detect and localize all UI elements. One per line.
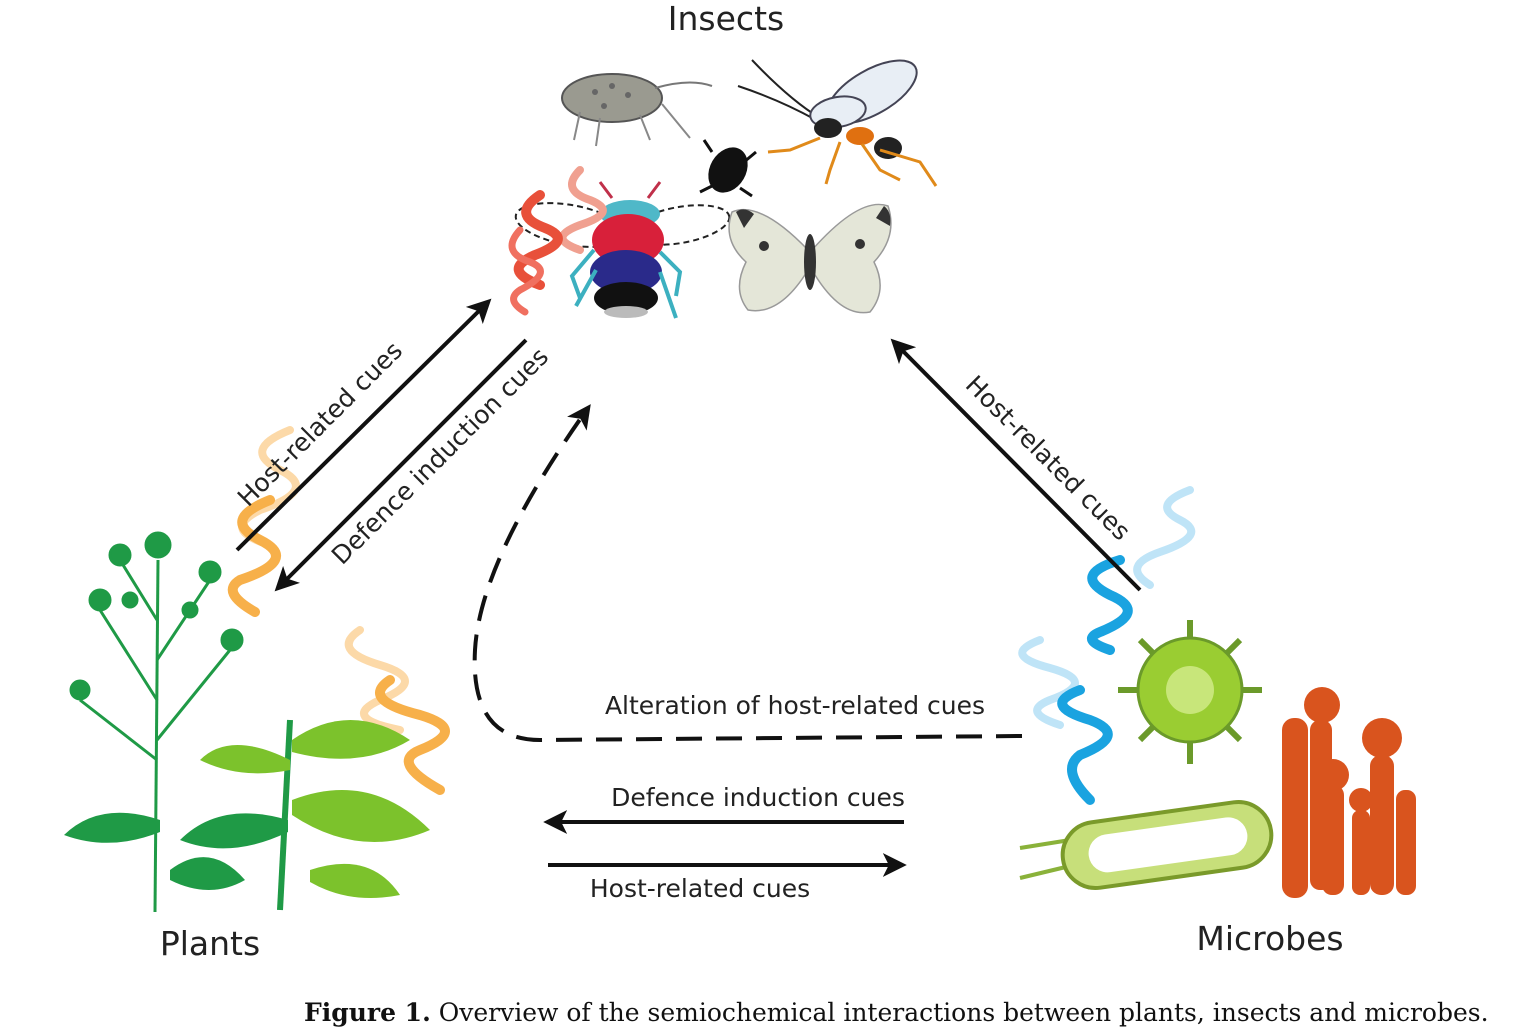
- edge-label-microbes-to-plants: Defence induction cues: [611, 783, 905, 812]
- edge-label-alteration: Alteration of host-related cues: [605, 691, 985, 720]
- microbe-volatiles: [1018, 486, 1196, 805]
- insect-volatiles: [508, 166, 607, 316]
- beetle-icon: [699, 139, 757, 198]
- figure-caption: Figure 1. Overview of the semiochemical …: [304, 998, 1489, 1027]
- herb-plant-icon: [69, 531, 244, 913]
- plants-illustration: [64, 531, 430, 913]
- aphid-icon: [561, 73, 713, 147]
- figure-caption-label: Figure 1.: [304, 998, 431, 1027]
- broadleaf-plant-icon: [64, 719, 430, 911]
- node-label-plants: Plants: [160, 924, 260, 963]
- virus-icon: [1118, 620, 1262, 764]
- arrow-alteration-dashed: [472, 404, 1023, 743]
- node-label-insects: Insects: [668, 0, 784, 38]
- bacterium-icon: [1019, 799, 1274, 891]
- edge-label-microbes-to-insects: Host-related cues: [960, 370, 1136, 546]
- arrows: [235, 298, 1142, 877]
- arrow-plants-to-insects: [235, 298, 492, 552]
- microbes-illustration: [1019, 620, 1416, 898]
- fungus-icon: [1282, 687, 1416, 898]
- butterfly-icon: [728, 203, 892, 314]
- figure-caption-text: Overview of the semiochemical interactio…: [438, 998, 1489, 1027]
- node-label-microbes: Microbes: [1196, 919, 1343, 958]
- edge-label-plants-to-microbes: Host-related cues: [590, 874, 810, 903]
- wasp-icon: [737, 59, 938, 187]
- arrow-microbes-to-insects: [890, 338, 1142, 592]
- arrow-insects-to-plants: [274, 338, 528, 592]
